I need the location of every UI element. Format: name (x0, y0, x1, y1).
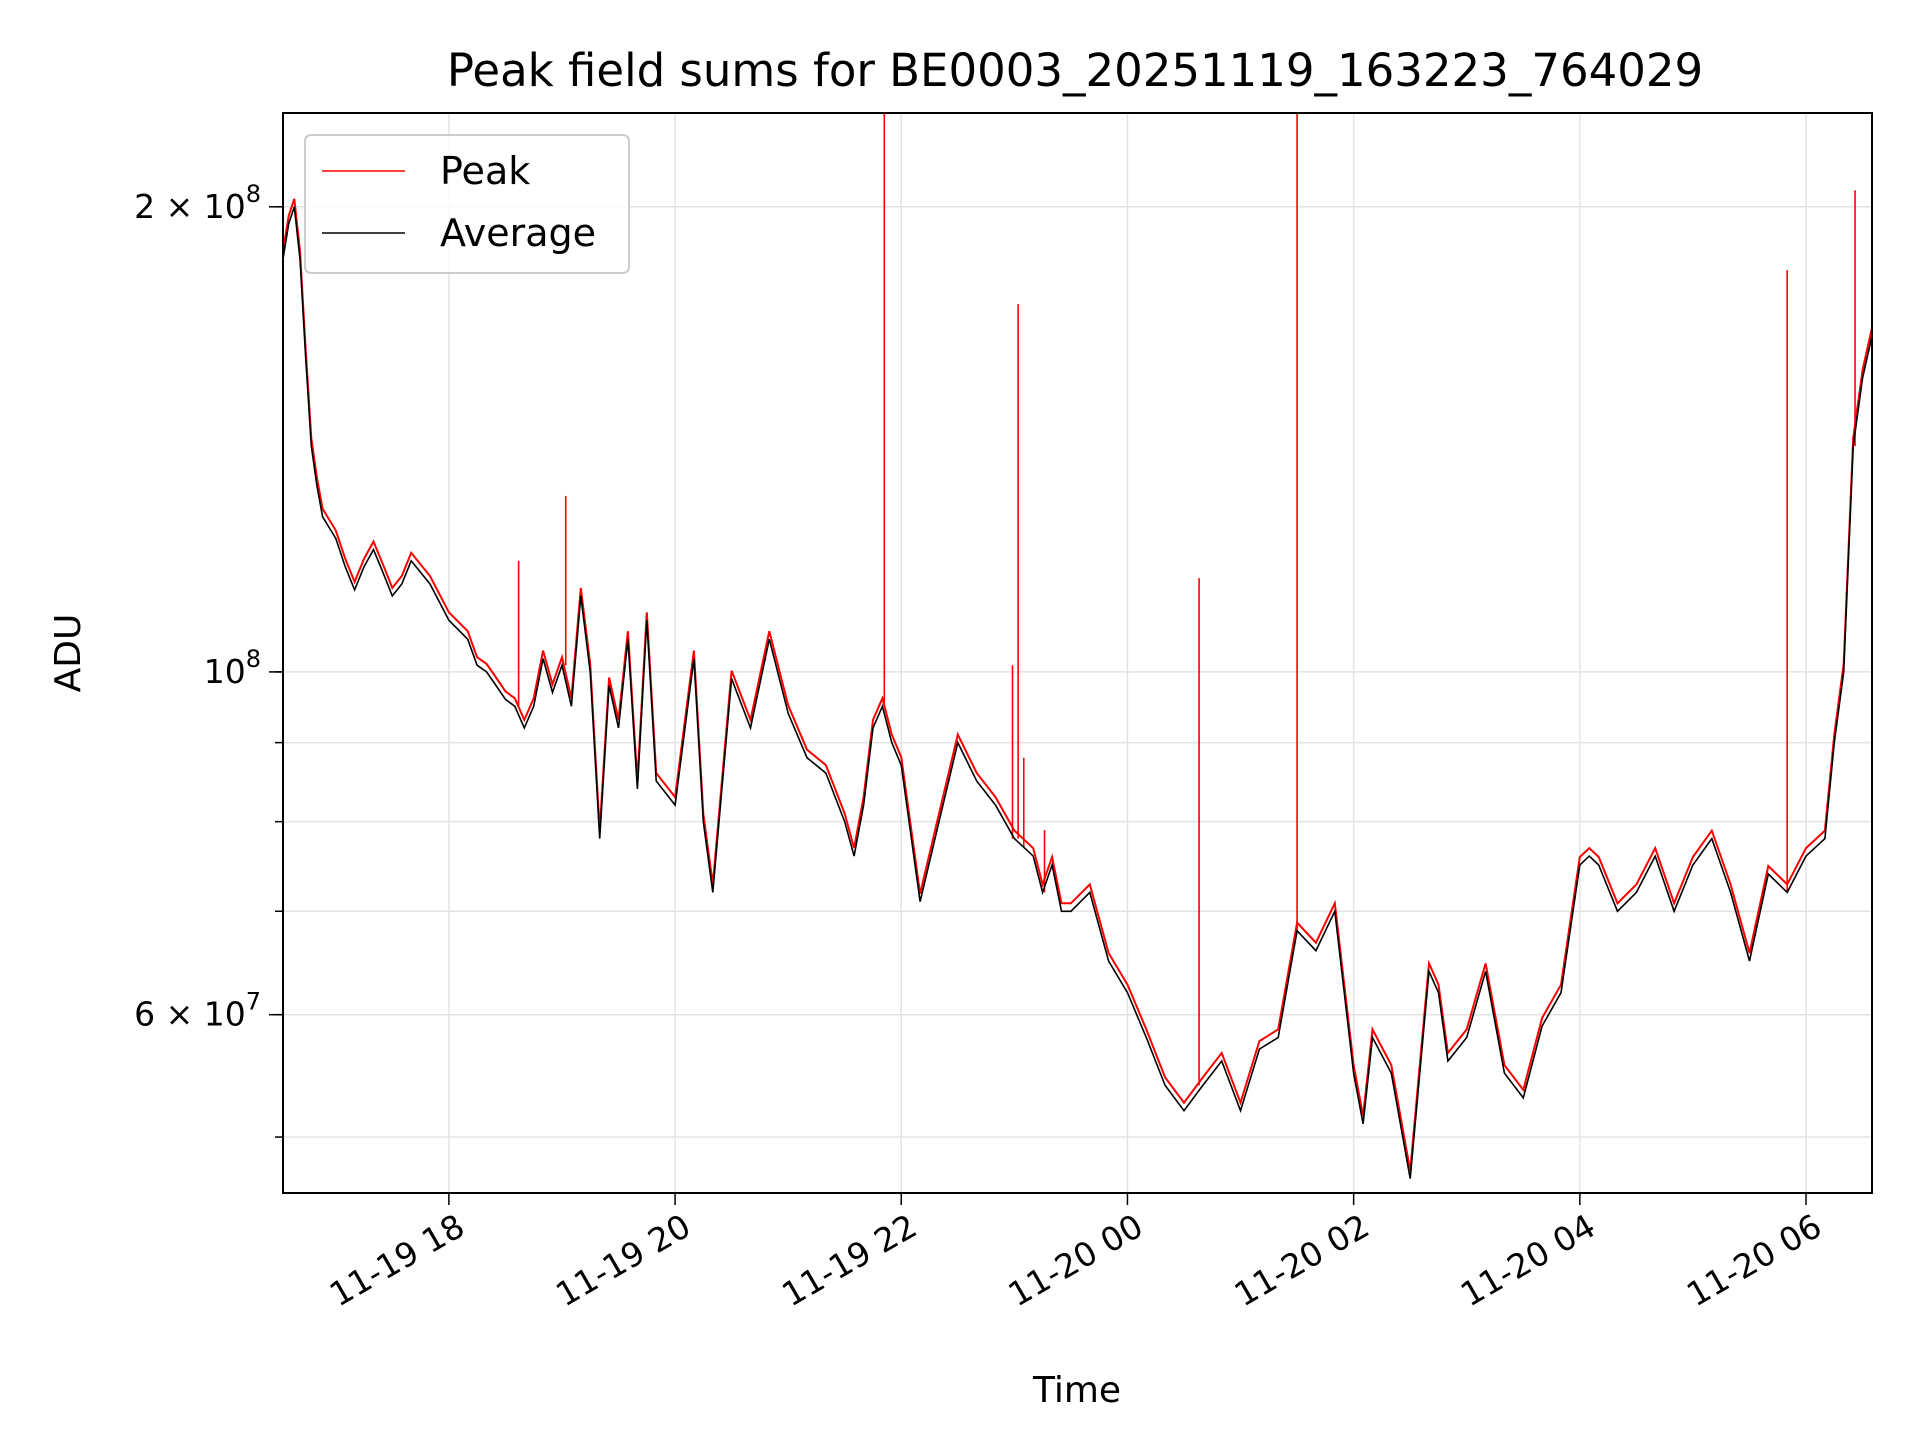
series-line-peak (282, 198, 1873, 1171)
legend-label-peak: Peak (440, 149, 530, 193)
legend: Peak Average (304, 134, 630, 274)
y-axis-label: ADU (48, 614, 89, 693)
series-layer (282, 113, 1873, 1179)
y-tick-label: 108 (204, 645, 261, 691)
x-axis-label: Time (1032, 1370, 1121, 1411)
plot-area (282, 112, 1873, 1194)
plot-frame (282, 112, 1873, 1194)
legend-box (304, 134, 630, 274)
y-axis: 6 × 107 108 2 × 108 (134, 180, 283, 1138)
legend-label-average: Average (440, 211, 596, 255)
series-line-average (282, 206, 1873, 1179)
y-tick-label: 6 × 107 (134, 988, 261, 1034)
y-tick-label: 2 × 108 (134, 180, 261, 226)
chart-title: Peak field sums for BE0003_20251119_1632… (447, 44, 1703, 97)
grid (283, 113, 1872, 1193)
